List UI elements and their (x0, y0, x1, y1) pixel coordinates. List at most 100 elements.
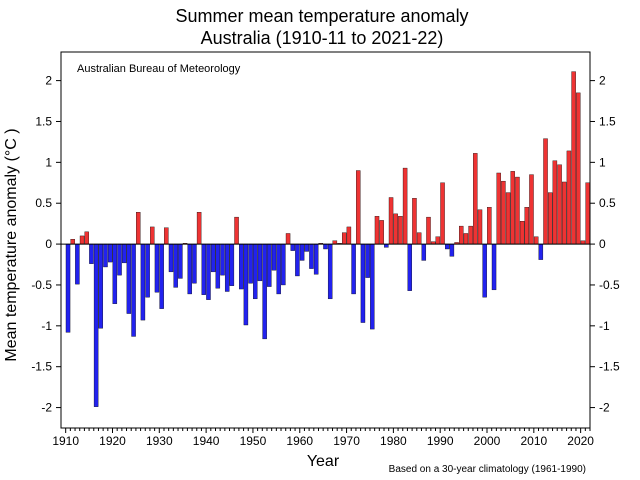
x-tick-label: 1980 (380, 434, 407, 448)
bar-1927 (145, 243, 150, 298)
bar-2002 (496, 172, 501, 245)
x-tick-label: 1960 (286, 434, 313, 448)
bar-1957 (285, 233, 291, 245)
bar-2004 (505, 192, 511, 245)
baseline-note: Based on a 30-year climatology (1961-199… (389, 464, 586, 475)
x-tick-label: 1990 (427, 434, 454, 448)
bar-1966 (327, 243, 333, 300)
x-tick-label: 1930 (146, 434, 173, 448)
bar-1918 (103, 243, 108, 268)
bar-2001 (491, 243, 497, 291)
x-tick-label: 2010 (520, 434, 547, 448)
bar-1926 (140, 243, 146, 321)
bar-1934 (178, 243, 183, 279)
bar-1921 (117, 243, 122, 276)
bar-1959 (295, 243, 300, 277)
plot-frame (60, 51, 591, 429)
bar-1942 (215, 243, 221, 289)
bar-1982 (402, 167, 408, 245)
bar-2014 (552, 160, 558, 245)
x-tick-label: 1910 (52, 434, 79, 448)
bar-1931 (164, 227, 169, 245)
bar-2000 (487, 207, 492, 245)
bar-1977 (379, 220, 384, 245)
bar-1970 (346, 226, 352, 245)
bar-1985 (416, 232, 422, 245)
bar-1956 (281, 243, 286, 286)
y-tick-label-left: 1.5 (35, 114, 52, 128)
bar-1994 (459, 225, 464, 245)
bar-1975 (370, 243, 375, 330)
bar-1962 (309, 243, 314, 269)
bar-1937 (192, 243, 197, 284)
bar-1943 (220, 243, 225, 276)
bar-1946 (234, 216, 239, 245)
bar-1954 (271, 243, 277, 271)
bar-2011 (538, 243, 544, 260)
y-tick-label-left: -0.5 (31, 278, 52, 292)
bar-1924 (131, 243, 136, 337)
bar-2003 (501, 180, 506, 245)
y-tick-label-left: 0 (45, 237, 52, 251)
bar-1987 (426, 216, 431, 245)
bar-1919 (107, 243, 113, 263)
bar-2005 (510, 171, 515, 245)
bar-1944 (224, 243, 230, 292)
x-tick-label: 2000 (474, 434, 501, 448)
bar-1913 (79, 235, 85, 245)
bar-1917 (98, 243, 104, 329)
y-tick-label-left: -1 (41, 319, 52, 333)
bar-series (65, 71, 590, 407)
x-axis-ticks: 1910 1920 1930 1940 1950 1960 1970 1980 1990 2000… (52, 428, 594, 448)
y-tick-label-right: -1.5 (599, 360, 620, 374)
bar-1952 (262, 243, 267, 340)
y-tick-label-right: -0.5 (599, 278, 620, 292)
bar-2019 (576, 92, 581, 245)
bar-2010 (533, 236, 539, 245)
bar-2015 (557, 164, 562, 245)
bar-1940 (206, 243, 211, 300)
bar-1920 (112, 243, 118, 304)
y-tick-label-right: 1 (599, 155, 606, 169)
bar-1980 (393, 213, 398, 245)
bar-1973 (360, 243, 366, 323)
bar-1972 (356, 170, 361, 245)
bar-1974 (365, 243, 370, 278)
bar-1984 (412, 198, 417, 245)
bar-2009 (529, 174, 534, 245)
bar-1911 (70, 239, 75, 245)
source-note: Australian Bureau of Meteorology (77, 63, 241, 75)
bar-1945 (229, 243, 235, 286)
bar-2021 (585, 182, 590, 245)
bar-1915 (89, 243, 94, 264)
y-axis-ticks: -2 -2 -1.5 -1.5 -1 -1 -0.5 -0.5 0 0 0.5 0.5 1 1 1.5 1.5… (31, 74, 620, 415)
bar-1930 (159, 243, 164, 309)
y-tick-label-right: 1.5 (599, 114, 616, 128)
bar-1914 (84, 231, 89, 245)
bar-1979 (388, 197, 394, 245)
bar-2013 (547, 192, 553, 245)
bar-1992 (449, 243, 455, 257)
bar-1996 (468, 225, 473, 245)
bar-1998 (477, 209, 483, 245)
y-tick-label-right: 2 (599, 74, 606, 88)
bar-1963 (313, 243, 319, 275)
y-tick-label-left: -2 (41, 401, 52, 415)
bar-1933 (173, 243, 178, 288)
bar-1991 (445, 243, 450, 250)
y-tick-label-left: 1 (45, 155, 52, 169)
bar-1997 (473, 153, 478, 245)
bar-1932 (168, 243, 174, 273)
bar-1925 (136, 212, 141, 245)
bar-2017 (566, 150, 572, 245)
bar-1999 (482, 243, 487, 298)
bar-2006 (515, 176, 520, 245)
bar-1922 (121, 243, 127, 264)
x-axis-label: Year (307, 453, 340, 470)
bar-1948 (243, 243, 249, 326)
bar-1955 (276, 243, 281, 295)
x-tick-label: 2020 (567, 434, 594, 448)
x-tick-label: 1920 (99, 434, 126, 448)
bar-2016 (562, 181, 567, 245)
